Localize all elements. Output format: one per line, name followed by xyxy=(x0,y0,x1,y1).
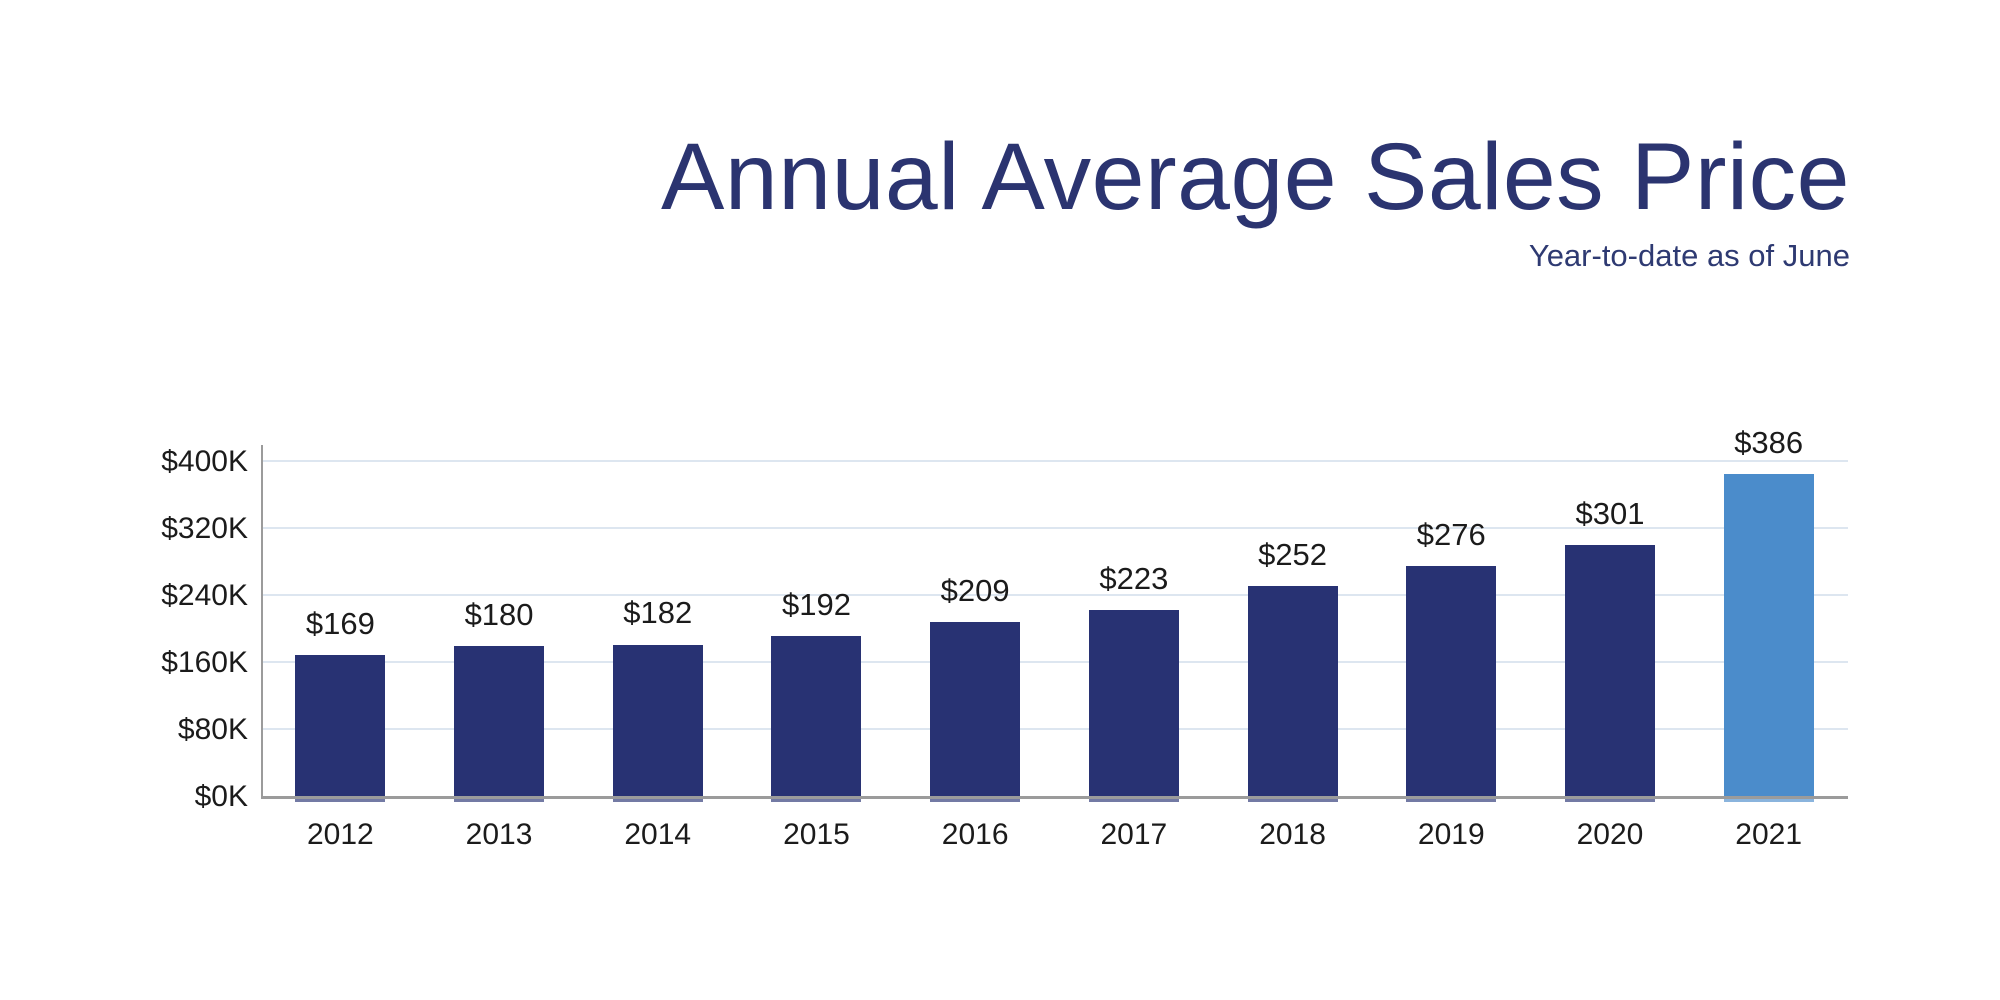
bar-value-label-2015: $192 xyxy=(781,587,851,623)
x-tick-label-2018: 2018 xyxy=(1259,818,1326,851)
y-axis-tick-labels: $0K $80K $160K $240K $320K $400K xyxy=(0,420,248,813)
bar-2013 xyxy=(454,646,545,802)
y-tick-label-320k: $320K xyxy=(161,512,248,545)
x-axis-line xyxy=(261,796,1848,799)
bar-value-label-2018: $252 xyxy=(1258,536,1328,572)
plot-area: $169 2012 $180 2013 $182 2014 $192 2015 $209 2016… xyxy=(261,420,1848,851)
x-tick-label-2015: 2015 xyxy=(783,818,850,851)
bar-slot-2021: $386 2021 xyxy=(1689,420,1848,851)
chart-subtitle: Year-to-date as of June xyxy=(1528,238,1850,274)
x-tick-label-2017: 2017 xyxy=(1100,818,1168,851)
bar-value-label-2014: $182 xyxy=(623,595,693,631)
gridline-80k xyxy=(261,728,1848,730)
bar-slot-2019: $276 2019 xyxy=(1372,420,1531,851)
bar-slot-2016: $209 2016 xyxy=(896,420,1055,851)
y-tick-label-240k: $240K xyxy=(161,579,248,612)
bar-slot-2014: $182 2014 xyxy=(578,420,737,851)
y-tick-label-0k: $0K xyxy=(194,780,248,813)
bar-2014 xyxy=(612,644,703,803)
bar-value-label-2021: $386 xyxy=(1734,424,1804,460)
bar-2019 xyxy=(1406,565,1497,803)
gridline-320k xyxy=(261,527,1848,529)
bar-slots: $169 2012 $180 2013 $182 2014 $192 2015 $209 2016… xyxy=(261,420,1848,851)
bar-slot-2015: $192 2015 xyxy=(737,420,896,851)
bar-slot-2018: $252 2018 xyxy=(1213,420,1372,851)
x-tick-label-2014: 2014 xyxy=(624,818,692,851)
y-axis-line xyxy=(261,445,263,797)
x-tick-label-2012: 2012 xyxy=(306,818,374,851)
bar-value-label-2017: $223 xyxy=(1099,561,1169,597)
bar-2018 xyxy=(1247,585,1338,803)
bar-2012 xyxy=(295,655,386,802)
y-tick-label-400k: $400K xyxy=(161,445,248,478)
bar-value-label-2012: $169 xyxy=(305,606,375,642)
gridline-160k xyxy=(261,661,1848,663)
y-tick-label-80k: $80K xyxy=(177,713,248,746)
bar-2016 xyxy=(930,621,1021,803)
bar-slot-2013: $180 2013 xyxy=(420,420,579,851)
gridline-240k xyxy=(261,594,1848,596)
bar-2017 xyxy=(1088,610,1179,802)
x-tick-label-2016: 2016 xyxy=(941,818,1009,851)
bar-slot-2012: $169 2012 xyxy=(261,420,420,851)
bar-2015 xyxy=(771,636,862,802)
bar-slot-2017: $223 2017 xyxy=(1055,420,1214,851)
chart-title: Annual Average Sales Price xyxy=(661,124,1850,230)
x-tick-label-2013: 2013 xyxy=(465,818,533,851)
x-tick-label-2021: 2021 xyxy=(1735,818,1803,851)
bar-slot-2020: $301 2020 xyxy=(1531,420,1690,851)
x-tick-label-2019: 2019 xyxy=(1417,818,1485,851)
y-tick-label-160k: $160K xyxy=(161,646,248,679)
x-tick-label-2020: 2020 xyxy=(1576,818,1644,851)
bar-2021 xyxy=(1723,473,1814,803)
bar-value-label-2016: $209 xyxy=(940,572,1010,608)
bar-value-label-2013: $180 xyxy=(464,597,534,633)
bar-value-label-2019: $276 xyxy=(1416,516,1486,552)
gridline-400k xyxy=(261,460,1848,462)
bar-value-label-2020: $301 xyxy=(1575,495,1645,531)
chart-header: Annual Average Sales Price Year-to-date … xyxy=(661,124,1850,274)
bar-2020 xyxy=(1564,544,1655,803)
